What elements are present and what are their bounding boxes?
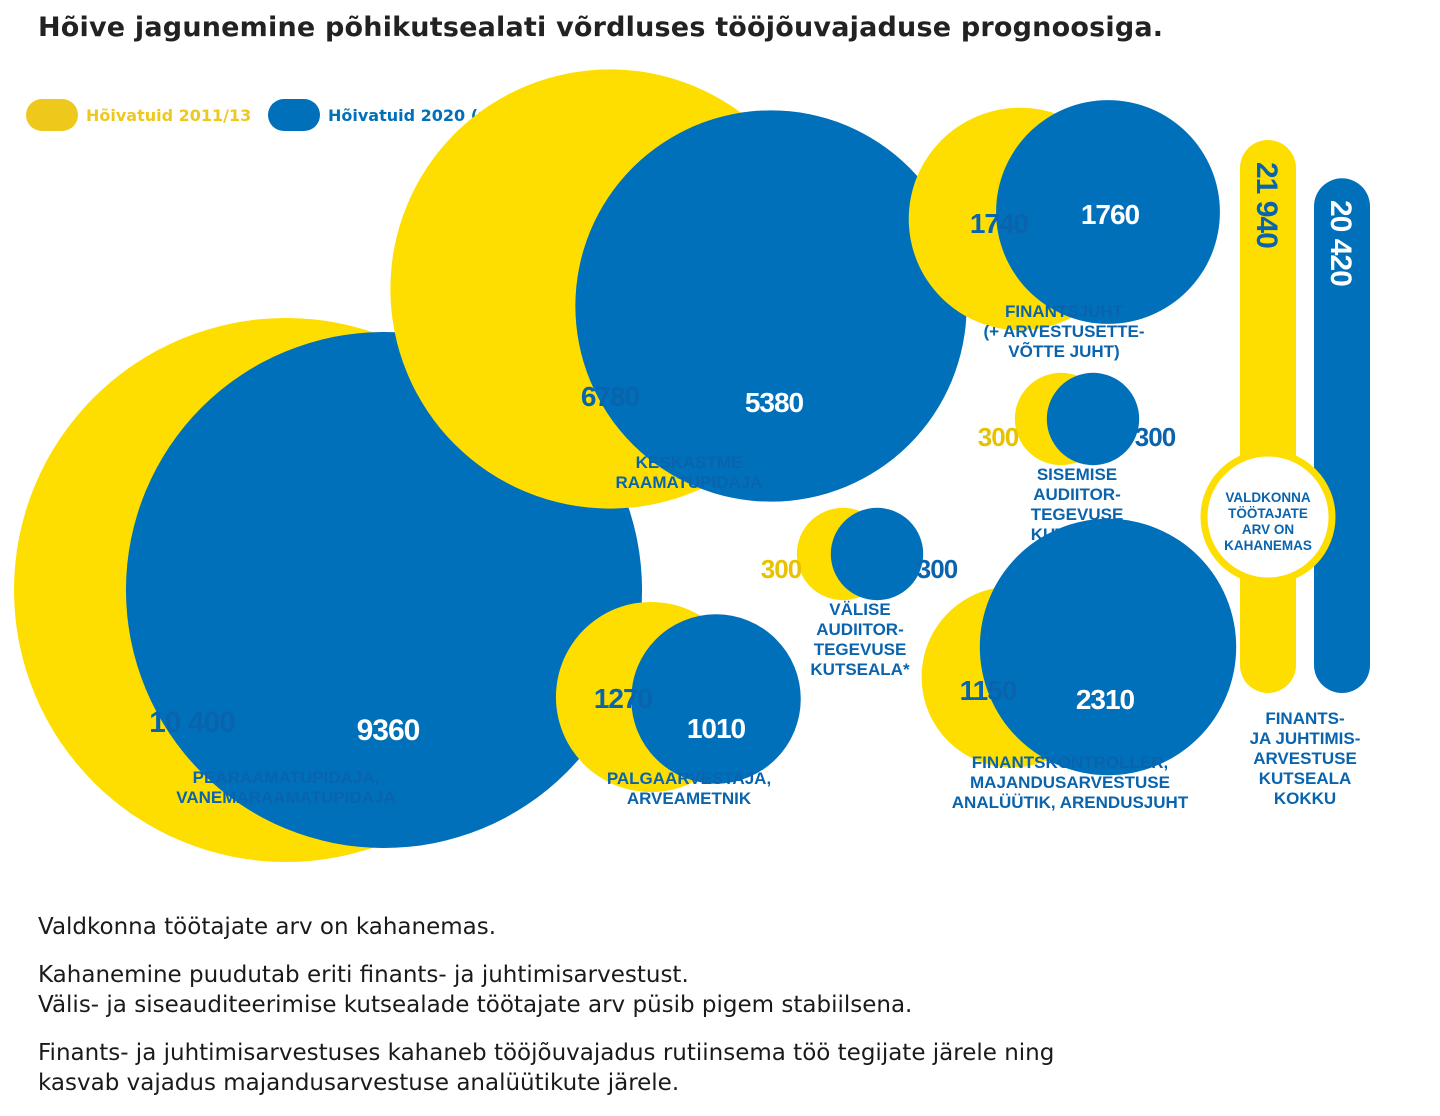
- value-2020-6: 2310: [1076, 684, 1135, 715]
- value-2013-4: 1740: [970, 208, 1029, 239]
- page-title: Hõive jagunemine põhikutsealati võrdluse…: [38, 12, 1164, 43]
- total-label-line-2: ARVESTUSE: [1253, 749, 1357, 768]
- total-badge: [1200, 449, 1336, 585]
- bubble-2020-5: [1046, 372, 1140, 466]
- value-2020-2: 1010: [687, 713, 746, 744]
- occupation-label-3-line-2: TEGEVUSE: [814, 640, 907, 659]
- total-value-2013: 21 940: [1250, 162, 1283, 248]
- value-2013-5: 300: [978, 422, 1019, 452]
- legend-item-2013: Hõivatuid 2011/13: [26, 98, 251, 132]
- bubble-2020-3: [830, 507, 924, 601]
- note-3: Finants- ja juhtimisarvestuses kahaneb t…: [38, 1040, 1055, 1096]
- value-2020-0: 9360: [357, 714, 420, 747]
- total-label-line-4: KOKKU: [1274, 789, 1336, 808]
- occupation-label-2-line-1: ARVEAMETNIK: [627, 789, 752, 808]
- occupation-label-6-line-2: ANALÜÜTIK, ARENDUSJUHT: [952, 793, 1189, 812]
- occupation-label-0-line-0: PEARAAMATUPIDAJA,: [193, 768, 380, 787]
- total-bar-2020: [1314, 178, 1370, 693]
- total-value-2020: 20 420: [1324, 200, 1357, 286]
- occupation-label-1-line-0: KESKASTME: [636, 453, 743, 472]
- value-2013-3: 300: [761, 554, 802, 584]
- value-2013-1: 6780: [581, 381, 640, 412]
- occupation-label-0-line-1: VANEMARAAMATUPIDAJA: [176, 788, 395, 807]
- occupation-label-5-line-1: AUDIITOR-: [1033, 485, 1121, 504]
- occupation-label-4-line-0: FINANTSJUHT: [1005, 302, 1124, 321]
- occupation-label-3-line-3: KUTSEALA*: [810, 660, 910, 679]
- occupation-label-5-line-0: SISEMISE: [1037, 465, 1117, 484]
- bubble-2020-1: [575, 110, 967, 502]
- occupation-label-6-line-1: MAJANDUSARVESTUSE: [970, 773, 1170, 792]
- occupation-label-4-line-1: (+ ARVESTUSETTE-: [983, 322, 1144, 341]
- total-badge-line-3: KAHANEMAS: [1224, 538, 1312, 553]
- note-1: Valdkonna töötajate arv on kahanemas.: [38, 914, 497, 940]
- value-2013-0: 10 400: [149, 706, 235, 739]
- bubble-2020-2: [631, 614, 801, 784]
- occupation-label-6-line-0: FINANTSKONTROLLER,: [972, 753, 1168, 772]
- occupation-label-3-line-1: AUDIITOR-: [816, 620, 904, 639]
- occupation-label-2-line-0: PALGAARVESTAJA,: [607, 769, 771, 788]
- occupation-label-4-line-2: VÕTTE JUHT): [1008, 341, 1119, 361]
- bubble-chart: 10 400 9360 PEARAAMATUPIDAJA,VANEMARAAMATU…: [14, 69, 1370, 862]
- value-2020-5: 300: [1135, 422, 1176, 452]
- bubble-2020-4: [996, 100, 1220, 324]
- notes: Valdkonna töötajate arv on kahanemas. Ka…: [38, 912, 1418, 1116]
- bubble-2020-6: [979, 518, 1237, 776]
- value-2020-3: 300: [917, 554, 958, 584]
- legend-swatch-yellow: [26, 99, 78, 131]
- value-2020-4: 1760: [1081, 199, 1140, 230]
- value-2020-1: 5380: [745, 387, 804, 418]
- value-2013-2: 1270: [594, 683, 653, 714]
- value-2013-6: 1150: [960, 675, 1017, 706]
- total-label-line-0: FINANTS-: [1265, 709, 1344, 728]
- total-badge-line-2: ARV ON: [1242, 522, 1294, 537]
- legend-swatch-blue: [268, 99, 320, 131]
- total-badge-line-0: VALDKONNA: [1225, 490, 1310, 505]
- total-badge-line-1: TÖÖTAJATE: [1228, 506, 1308, 521]
- total-label-line-1: JA JUHTIMIS-: [1250, 729, 1361, 748]
- total-label-line-3: KUTSEALA: [1259, 769, 1352, 788]
- legend-label-2013: Hõivatuid 2011/13: [86, 105, 252, 125]
- occupation-label-3-line-0: VÄLISE: [829, 600, 890, 619]
- note-2: Kahanemine puudutab eriti finants- ja ju…: [38, 962, 913, 1018]
- occupation-label-1-line-1: RAAMATUPIDAJA: [615, 473, 762, 492]
